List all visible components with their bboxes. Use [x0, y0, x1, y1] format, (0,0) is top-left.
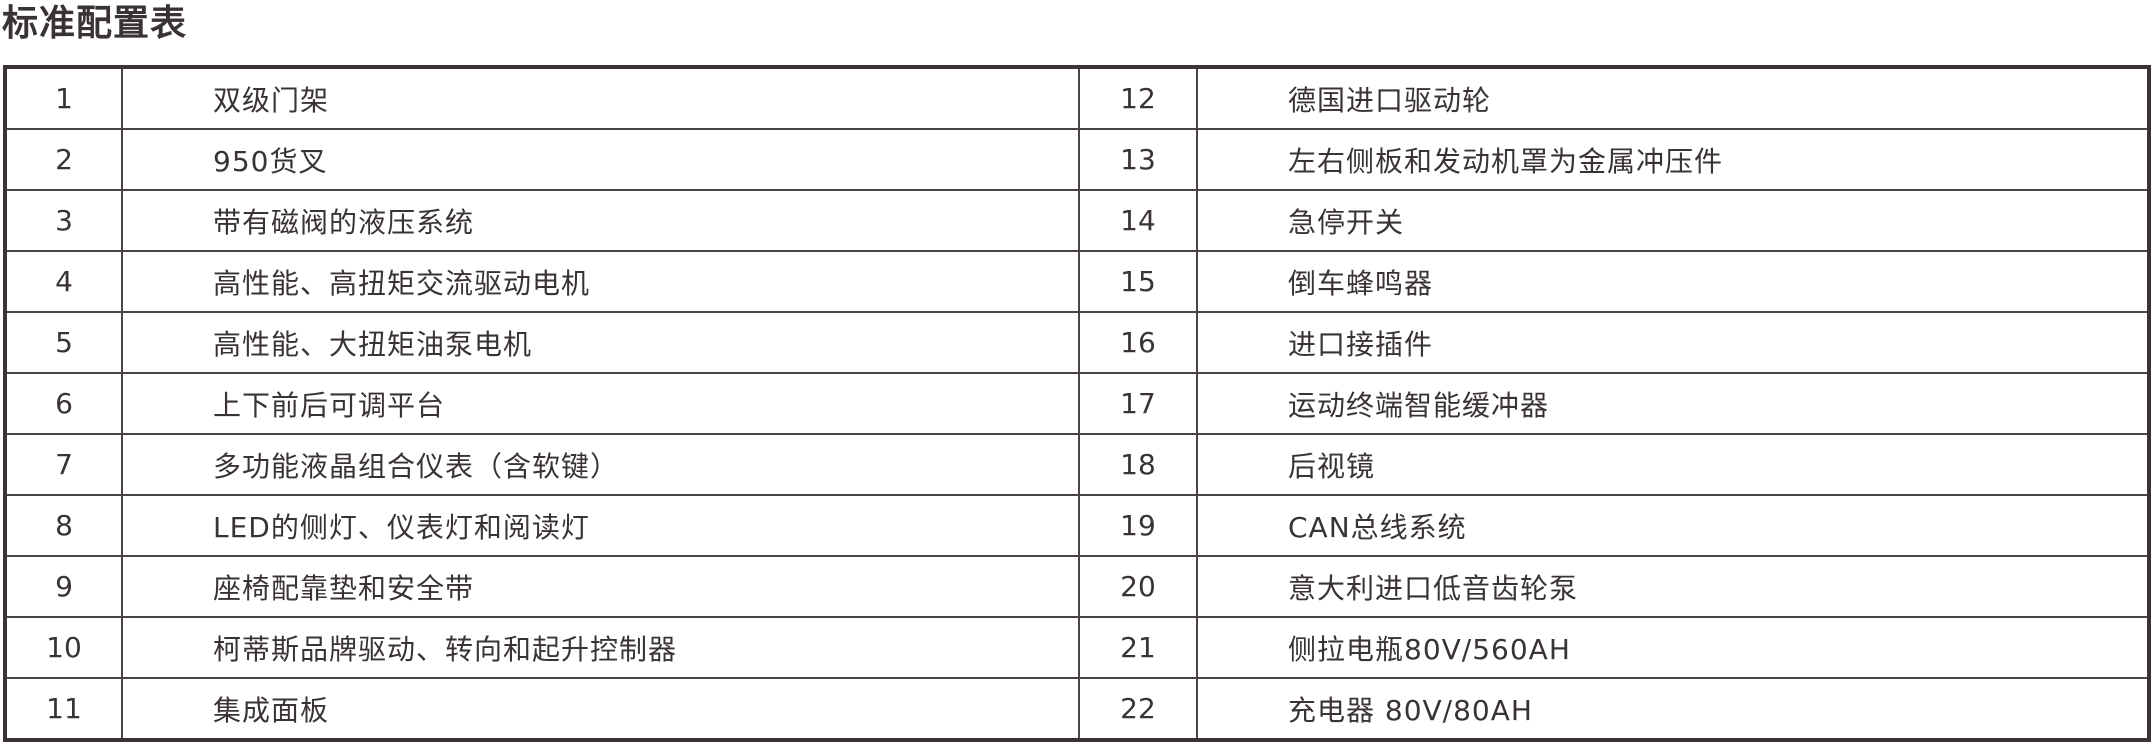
table-row: 1 双级门架 12 德国进口驱动轮	[4, 66, 2150, 130]
item-name: 950货叉	[121, 128, 1080, 191]
item-name: 侧拉电瓶80V/560AH	[1196, 616, 2150, 679]
item-name: 双级门架	[121, 66, 1080, 130]
item-number: 10	[4, 616, 123, 679]
item-name: 左右侧板和发动机罩为金属冲压件	[1196, 128, 2150, 191]
item-number: 22	[1078, 677, 1198, 741]
item-name: 运动终端智能缓冲器	[1196, 372, 2150, 435]
item-name: 多功能液晶组合仪表（含软键）	[121, 433, 1080, 496]
item-number: 4	[4, 250, 123, 313]
item-name: 急停开关	[1196, 189, 2150, 252]
item-number: 1	[4, 66, 123, 130]
item-number: 16	[1078, 311, 1198, 374]
item-number: 12	[1078, 66, 1198, 130]
item-name: 充电器 80V/80AH	[1196, 677, 2150, 741]
item-number: 21	[1078, 616, 1198, 679]
item-name: 进口接插件	[1196, 311, 2150, 374]
item-number: 5	[4, 311, 123, 374]
item-number: 17	[1078, 372, 1198, 435]
item-name: 意大利进口低音齿轮泵	[1196, 555, 2150, 618]
table-row: 11 集成面板 22 充电器 80V/80AH	[4, 677, 2150, 741]
item-number: 15	[1078, 250, 1198, 313]
table-row: 10 柯蒂斯品牌驱动、转向和起升控制器 21 侧拉电瓶80V/560AH	[4, 616, 2150, 679]
item-name: 德国进口驱动轮	[1196, 66, 2150, 130]
page-title: 标准配置表	[2, 3, 188, 44]
item-number: 3	[4, 189, 123, 252]
item-number: 9	[4, 555, 123, 618]
item-number: 11	[4, 677, 123, 741]
item-name: CAN总线系统	[1196, 494, 2150, 557]
item-name: 座椅配靠垫和安全带	[121, 555, 1080, 618]
table-row: 6 上下前后可调平台 17 运动终端智能缓冲器	[4, 372, 2150, 435]
item-number: 13	[1078, 128, 1198, 191]
item-number: 18	[1078, 433, 1198, 496]
table-row: 4 高性能、高扭矩交流驱动电机 15 倒车蜂鸣器	[4, 250, 2150, 313]
standard-config-table: 1 双级门架 12 德国进口驱动轮 2 950货叉 13 左右侧板和发动机罩为金属冲压件 3 带有…	[3, 65, 2151, 742]
item-name: 带有磁阀的液压系统	[121, 189, 1080, 252]
table-row: 3 带有磁阀的液压系统 14 急停开关	[4, 189, 2150, 252]
item-number: 20	[1078, 555, 1198, 618]
item-name: 集成面板	[121, 677, 1080, 741]
item-name: 后视镜	[1196, 433, 2150, 496]
item-number: 8	[4, 494, 123, 557]
item-number: 2	[4, 128, 123, 191]
item-name: LED的侧灯、仪表灯和阅读灯	[121, 494, 1080, 557]
table-row: 7 多功能液晶组合仪表（含软键） 18 后视镜	[4, 433, 2150, 496]
item-number: 19	[1078, 494, 1198, 557]
item-number: 14	[1078, 189, 1198, 252]
table-row: 5 高性能、大扭矩油泵电机 16 进口接插件	[4, 311, 2150, 374]
table-row: 8 LED的侧灯、仪表灯和阅读灯 19 CAN总线系统	[4, 494, 2150, 557]
table-row: 9 座椅配靠垫和安全带 20 意大利进口低音齿轮泵	[4, 555, 2150, 618]
item-name: 倒车蜂鸣器	[1196, 250, 2150, 313]
item-name: 柯蒂斯品牌驱动、转向和起升控制器	[121, 616, 1080, 679]
item-number: 6	[4, 372, 123, 435]
item-name: 高性能、大扭矩油泵电机	[121, 311, 1080, 374]
item-name: 高性能、高扭矩交流驱动电机	[121, 250, 1080, 313]
item-name: 上下前后可调平台	[121, 372, 1080, 435]
table-row: 2 950货叉 13 左右侧板和发动机罩为金属冲压件	[4, 128, 2150, 191]
item-number: 7	[4, 433, 123, 496]
